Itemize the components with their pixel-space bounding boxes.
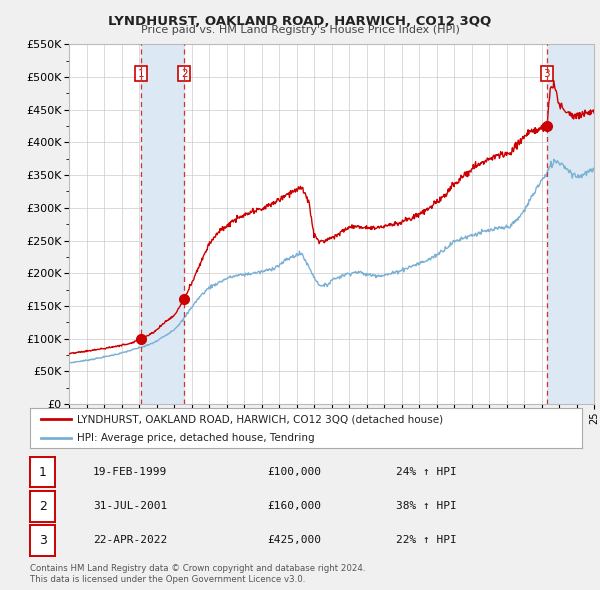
- Text: 1: 1: [38, 466, 47, 478]
- Text: 31-JUL-2001: 31-JUL-2001: [93, 502, 167, 511]
- Text: Contains HM Land Registry data © Crown copyright and database right 2024.: Contains HM Land Registry data © Crown c…: [30, 565, 365, 573]
- Text: 3: 3: [38, 534, 47, 547]
- Text: £100,000: £100,000: [267, 467, 321, 477]
- Text: £160,000: £160,000: [267, 502, 321, 511]
- Text: 22-APR-2022: 22-APR-2022: [93, 536, 167, 545]
- Text: 1: 1: [138, 68, 145, 78]
- Text: HPI: Average price, detached house, Tendring: HPI: Average price, detached house, Tend…: [77, 432, 314, 442]
- Text: £425,000: £425,000: [267, 536, 321, 545]
- Text: 38% ↑ HPI: 38% ↑ HPI: [396, 502, 457, 511]
- Text: 2: 2: [181, 68, 187, 78]
- Text: 24% ↑ HPI: 24% ↑ HPI: [396, 467, 457, 477]
- Text: LYNDHURST, OAKLAND ROAD, HARWICH, CO12 3QQ (detached house): LYNDHURST, OAKLAND ROAD, HARWICH, CO12 3…: [77, 414, 443, 424]
- Text: Price paid vs. HM Land Registry's House Price Index (HPI): Price paid vs. HM Land Registry's House …: [140, 25, 460, 35]
- Text: 2: 2: [38, 500, 47, 513]
- Text: 22% ↑ HPI: 22% ↑ HPI: [396, 536, 457, 545]
- Text: 3: 3: [544, 68, 550, 78]
- Text: 19-FEB-1999: 19-FEB-1999: [93, 467, 167, 477]
- Bar: [142, 44, 184, 404]
- Text: LYNDHURST, OAKLAND ROAD, HARWICH, CO12 3QQ: LYNDHURST, OAKLAND ROAD, HARWICH, CO12 3…: [109, 15, 491, 28]
- Text: This data is licensed under the Open Government Licence v3.0.: This data is licensed under the Open Gov…: [30, 575, 305, 584]
- Bar: [547, 44, 594, 404]
